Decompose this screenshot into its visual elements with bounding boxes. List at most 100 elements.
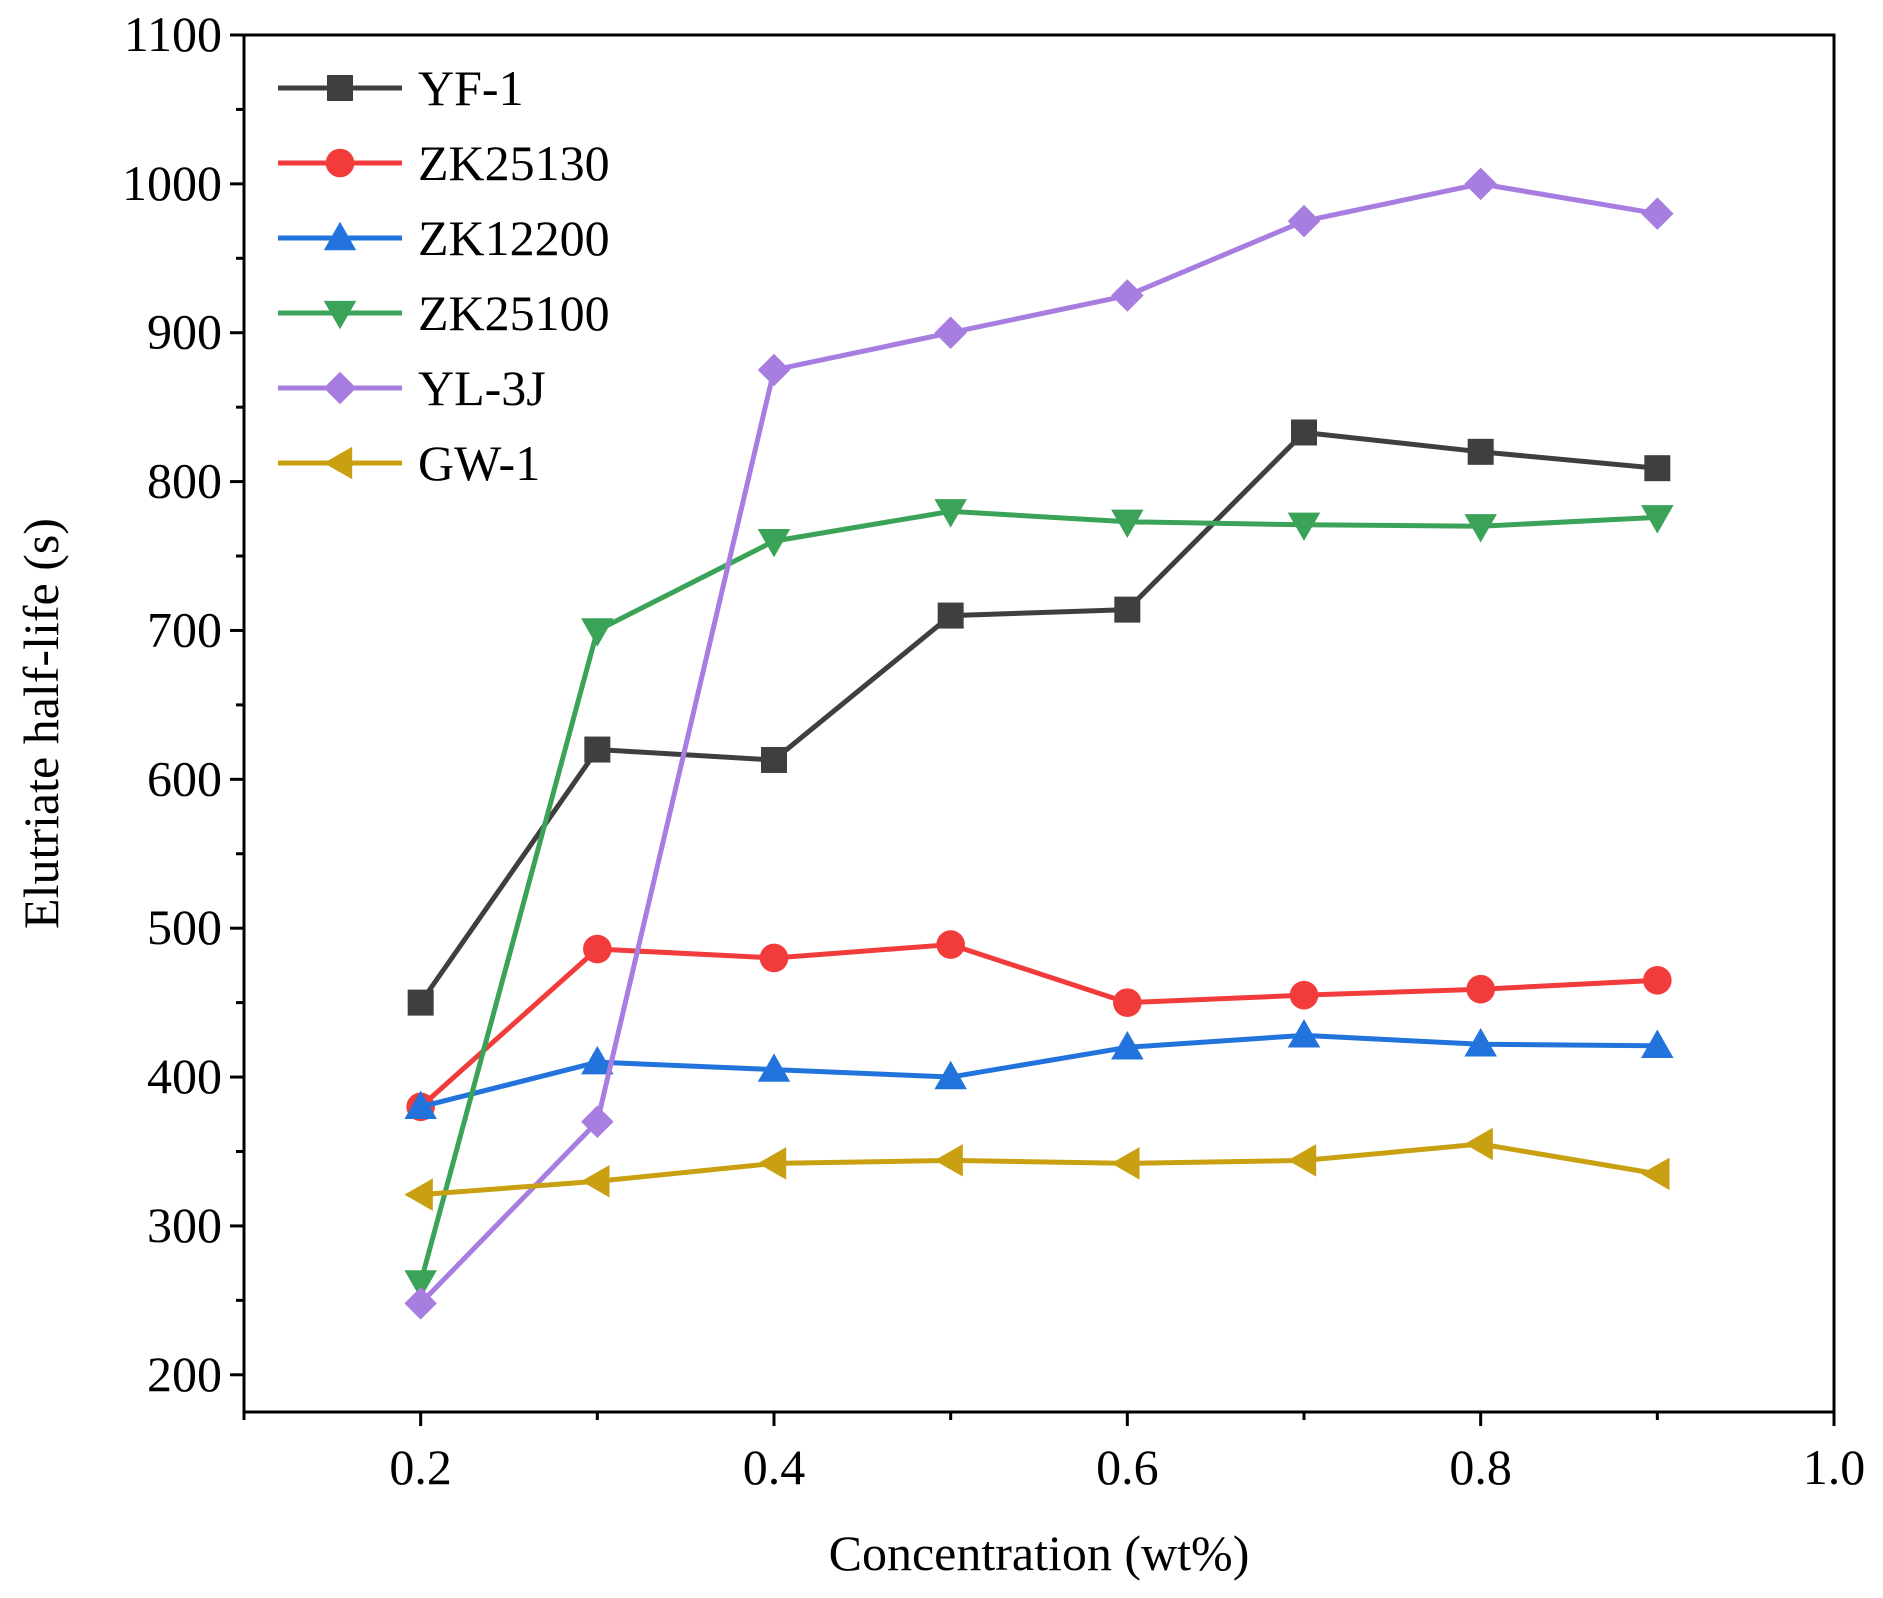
data-point [936, 930, 965, 959]
data-point [1641, 1157, 1670, 1191]
data-point [757, 1053, 791, 1082]
data-point [1287, 204, 1321, 238]
data-point [761, 746, 787, 773]
x-tick-label: 0.2 [389, 1439, 452, 1495]
series-line [420, 1141, 1658, 1198]
data-point [1289, 980, 1319, 1010]
data-point [581, 1045, 614, 1075]
data-point [1466, 974, 1495, 1004]
legend-label: GW-1 [418, 435, 540, 491]
data-point [1111, 1147, 1140, 1180]
plot-frame [242, 33, 1836, 1414]
legend-item: YF-1 [278, 60, 524, 116]
x-tick-label: 0.4 [743, 1439, 806, 1495]
data-point [404, 1270, 437, 1299]
data-point [1464, 167, 1497, 201]
data-point [404, 1178, 433, 1211]
data-point [934, 499, 967, 528]
series-zk12200 [404, 1019, 1674, 1120]
legend-label: YL-3J [418, 360, 546, 416]
data-point [581, 1105, 614, 1138]
series-layer [404, 167, 1674, 1320]
data-point [934, 1060, 967, 1090]
legend-marker [325, 148, 355, 178]
legend-item: ZK25130 [278, 135, 610, 191]
legend-marker [323, 446, 353, 480]
data-point [1287, 1019, 1321, 1048]
data-point [1111, 279, 1144, 312]
y-tick-label: 200 [147, 1346, 222, 1402]
y-tick-label: 1000 [122, 155, 222, 211]
legend-item: YL-3J [278, 360, 546, 416]
data-point [1113, 988, 1142, 1017]
data-point [404, 1287, 437, 1320]
legend-label: ZK12200 [418, 210, 610, 266]
legend-label: ZK25130 [418, 135, 610, 191]
data-point [407, 989, 434, 1016]
data-point [1287, 1144, 1317, 1177]
data-point [1464, 514, 1497, 543]
series-yf-1 [407, 419, 1671, 1016]
data-point [1641, 197, 1674, 230]
data-point [1287, 512, 1321, 542]
data-point [404, 1090, 437, 1120]
data-point [757, 528, 791, 558]
data-point [581, 618, 614, 647]
legend-marker [327, 75, 353, 101]
series-line [420, 1032, 1658, 1110]
data-point [1643, 965, 1672, 995]
series-gw-1 [404, 1127, 1670, 1211]
legend-item: GW-1 [278, 435, 540, 491]
series-line [418, 181, 1658, 1306]
series-yl-3j [404, 167, 1674, 1320]
data-point [1464, 1028, 1497, 1057]
data-point [1464, 1127, 1493, 1161]
axes-layer: 0.2 0.4 0.6 0.8 1.0 200 300 400 500 600 700 800 900 1… [122, 6, 1865, 1495]
legend: YF-1 ZK25130 ZK12200 ZK25100 YL-3J GW-1 [278, 60, 610, 491]
y-tick-label: 1100 [124, 6, 222, 62]
data-point [934, 1144, 963, 1177]
data-point [1111, 1031, 1144, 1060]
data-point [1467, 438, 1494, 465]
data-point [581, 1165, 610, 1198]
data-point [1291, 419, 1317, 446]
data-point [1641, 505, 1674, 534]
legend-label: ZK25100 [418, 285, 610, 341]
legend-marker [323, 300, 357, 330]
data-point [1114, 596, 1141, 623]
series-line [419, 942, 1658, 1109]
series-zk25130 [406, 930, 1672, 1122]
x-tick-label: 1.0 [1803, 1439, 1866, 1495]
y-tick-label: 500 [147, 899, 222, 955]
data-point [583, 934, 612, 964]
legend-label: YF-1 [418, 60, 524, 116]
x-tick-label: 0.8 [1449, 1439, 1512, 1495]
data-point [757, 353, 791, 387]
data-point [757, 1147, 787, 1180]
x-tick-label: 0.6 [1096, 1439, 1159, 1495]
legend-item: ZK25100 [278, 285, 610, 341]
data-point [937, 602, 964, 629]
data-point [759, 943, 789, 973]
y-tick-label: 600 [147, 750, 222, 806]
y-tick-label: 800 [147, 453, 222, 509]
y-axis-title: Elutriate half-life (s) [13, 518, 69, 929]
data-point [1644, 455, 1671, 482]
legend-item: ZK12200 [278, 210, 610, 266]
data-point [1641, 1029, 1674, 1058]
y-tick-label: 700 [147, 601, 222, 657]
x-axis-title: Concentration (wt%) [829, 1525, 1250, 1581]
data-point [1111, 509, 1144, 539]
series-line [418, 508, 1658, 1284]
data-point [584, 736, 611, 763]
y-tick-label: 300 [147, 1197, 222, 1253]
legend-marker [323, 221, 357, 251]
legend-marker [323, 371, 357, 405]
series-line [418, 429, 1658, 1005]
y-tick-label: 400 [147, 1048, 222, 1104]
y-tick-label: 900 [147, 304, 222, 360]
series-zk25100 [404, 499, 1674, 1299]
data-point [934, 316, 967, 349]
